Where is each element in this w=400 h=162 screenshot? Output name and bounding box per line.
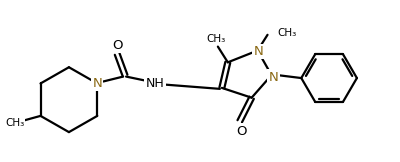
Text: N: N [269,71,278,84]
Text: N: N [92,77,102,90]
Text: CH₃: CH₃ [5,118,24,128]
Text: N: N [254,45,264,58]
Text: CH₃: CH₃ [278,28,297,38]
Text: NH: NH [146,77,164,90]
Text: O: O [112,39,122,52]
Text: O: O [236,125,247,138]
Text: CH₃: CH₃ [206,34,226,44]
